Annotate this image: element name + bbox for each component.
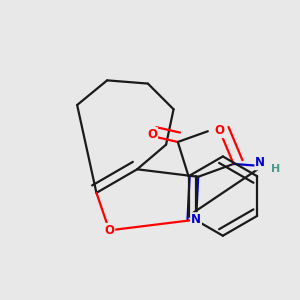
Text: O: O: [147, 128, 157, 141]
Text: N: N: [255, 156, 266, 170]
Text: O: O: [214, 124, 225, 137]
Text: N: N: [191, 213, 201, 226]
Text: O: O: [104, 224, 114, 237]
Text: H: H: [271, 164, 280, 174]
